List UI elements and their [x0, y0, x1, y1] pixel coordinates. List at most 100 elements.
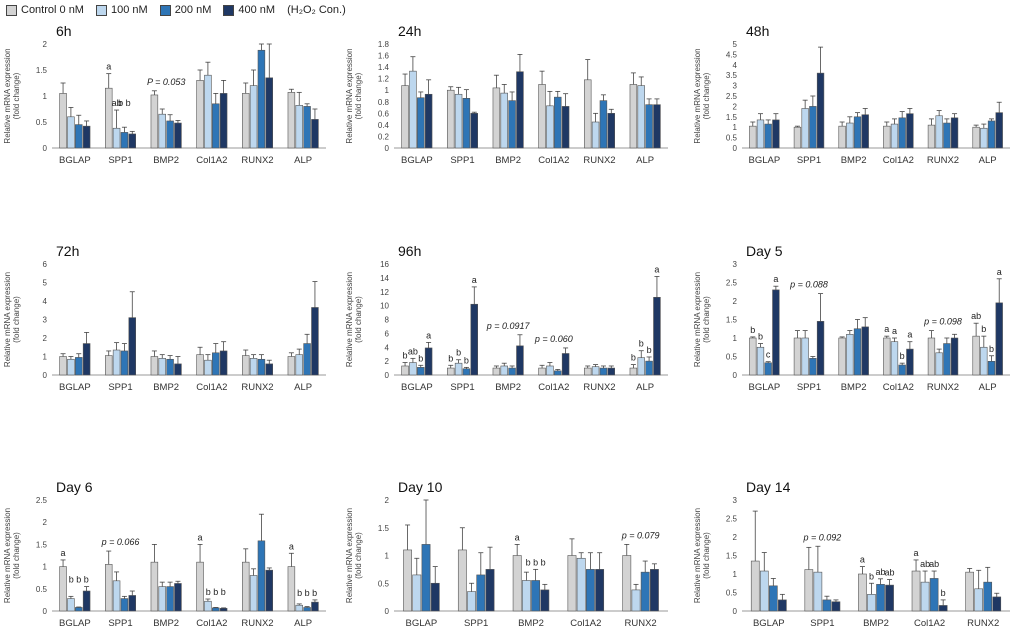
x-category-label: SPP1 [108, 155, 132, 166]
bar [920, 581, 930, 612]
bar [992, 596, 1002, 612]
significance-label: a [472, 275, 477, 285]
significance-label: b [750, 325, 755, 335]
bar [174, 583, 182, 612]
bar [637, 85, 645, 149]
x-category-label: Col1A2 [883, 382, 914, 393]
bar [508, 367, 516, 376]
y-tick-label: 1.2 [378, 75, 390, 84]
bar [59, 566, 67, 612]
bar [120, 598, 129, 612]
bar [401, 85, 409, 149]
significance-label: b [448, 353, 453, 363]
bar [980, 346, 988, 376]
bar [595, 569, 605, 612]
legend-swatch [223, 4, 235, 16]
x-category-label: BGLAP [59, 618, 91, 629]
bar [629, 84, 638, 149]
bar [212, 352, 220, 376]
p-value-label: p = 0.060 [534, 334, 573, 344]
bar [987, 361, 996, 376]
bar [906, 348, 914, 376]
bar [295, 105, 303, 149]
y-tick-label: 1 [733, 334, 738, 343]
y-tick-label: 3 [43, 316, 48, 325]
y-tick-label: 2 [43, 518, 48, 527]
bar [554, 96, 562, 149]
bar [768, 585, 778, 612]
bar [607, 367, 615, 376]
bar [974, 588, 983, 612]
bar [846, 333, 854, 376]
bar [446, 89, 455, 149]
bar [457, 549, 467, 612]
y-tick-label: 0.5 [726, 353, 738, 362]
bar [120, 350, 129, 376]
significance-label: ab [408, 346, 418, 356]
y-tick-label: 0.2 [378, 132, 390, 141]
p-value-label: p = 0.098 [923, 317, 962, 327]
bar [75, 357, 83, 376]
significance-label: b [418, 353, 423, 363]
y-axis-label: (fold change) [12, 72, 21, 119]
bar [82, 590, 91, 612]
significance-label: ab [929, 559, 939, 569]
bar [772, 289, 780, 376]
y-tick-label: 3 [733, 82, 738, 91]
significance-label: b b b [206, 587, 226, 597]
bar [158, 586, 166, 612]
bar [793, 126, 802, 149]
bar [249, 575, 258, 612]
y-tick-label: 2.5 [36, 496, 48, 505]
bar [883, 337, 891, 376]
bar [295, 604, 303, 612]
x-category-label: BMP2 [153, 618, 179, 629]
bar [311, 601, 319, 612]
bar [311, 307, 319, 376]
y-tick-label: 2.5 [726, 279, 738, 288]
bar [950, 117, 959, 149]
bar [538, 367, 546, 376]
significance-label: ab [971, 311, 981, 321]
y-tick-label: 1 [385, 86, 390, 95]
y-axis-label: Relative mRNA expression [345, 272, 354, 367]
y-tick-label: 2 [385, 357, 390, 366]
significance-label: b [631, 353, 636, 363]
bar [867, 594, 876, 612]
bar [128, 595, 137, 612]
significance-label: a [884, 324, 889, 334]
x-category-label: BMP2 [863, 618, 889, 629]
bar [567, 555, 577, 612]
bar [927, 124, 936, 149]
y-tick-label: 2 [733, 533, 738, 542]
y-axis-label: Relative mRNA expression [693, 272, 702, 367]
significance-label: b [869, 571, 874, 581]
y-tick-label: 3 [733, 496, 738, 505]
y-tick-label: 14 [380, 274, 389, 283]
bar [801, 337, 809, 376]
bar [822, 599, 832, 612]
x-category-label: RUNX2 [624, 618, 656, 629]
bar [67, 358, 75, 376]
bar [462, 98, 471, 149]
bar [591, 121, 600, 149]
bar [561, 353, 570, 376]
y-tick-label: 3.5 [726, 71, 738, 80]
bar [965, 571, 974, 612]
bar [158, 358, 166, 376]
significance-label: a [914, 548, 919, 558]
p-value-label: p = 0.066 [101, 537, 140, 547]
bar [196, 561, 204, 612]
legend-label: 100 nM [110, 4, 148, 16]
bar [599, 367, 608, 376]
bar [219, 608, 228, 612]
bar [112, 349, 121, 376]
bar [492, 367, 501, 376]
bar [150, 561, 159, 612]
x-category-label: RUNX2 [241, 382, 273, 393]
y-tick-label: 8 [385, 316, 390, 325]
bar [876, 584, 885, 612]
bar [885, 584, 894, 612]
significance-label: b [464, 355, 469, 365]
bar [403, 549, 412, 612]
